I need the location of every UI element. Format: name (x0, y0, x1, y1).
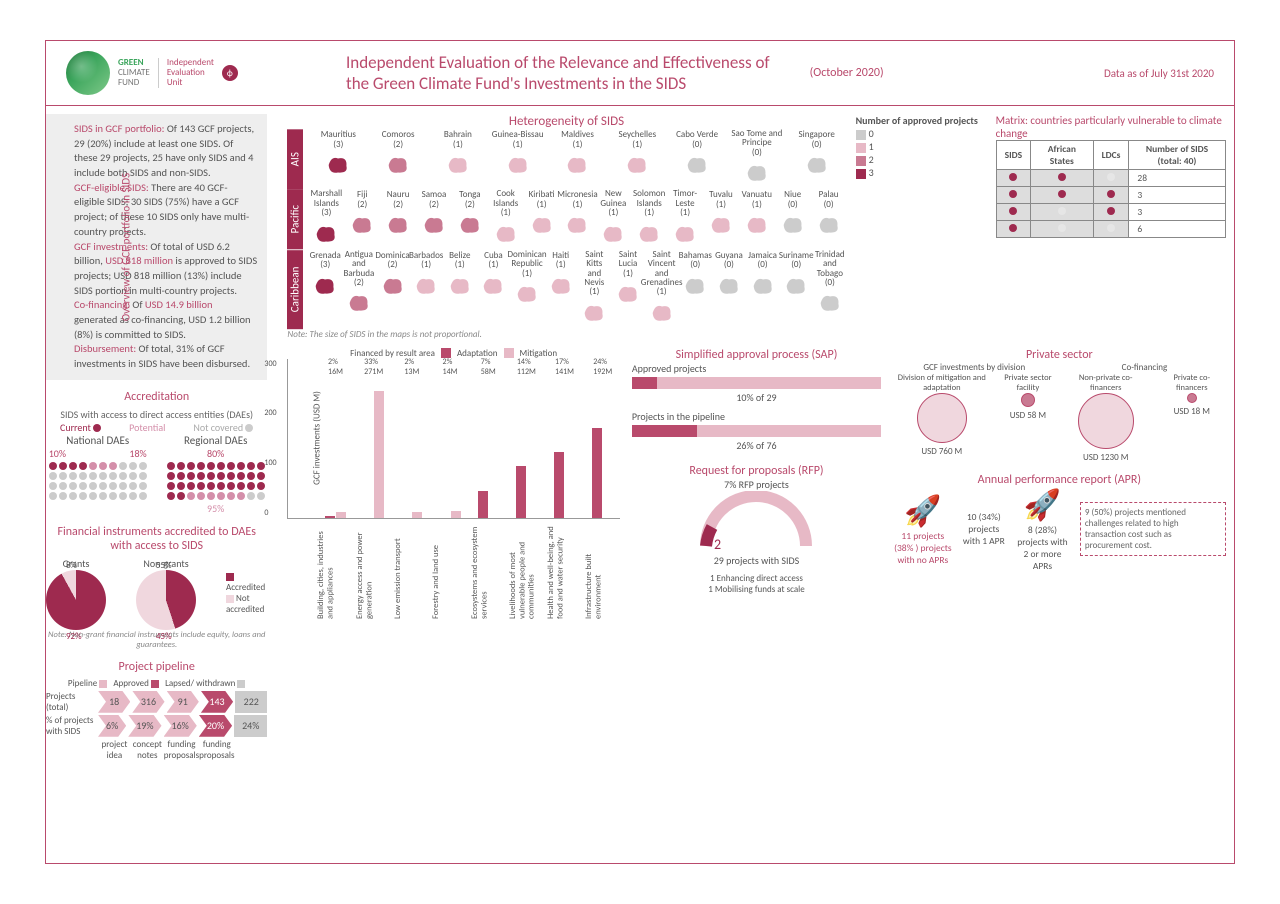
page-title: Independent Evaluation of the Relevance … (346, 52, 770, 95)
gcf-logo-icon (66, 51, 110, 95)
apr-section: Annual performance report (APR) 🚀 11 pro… (893, 473, 1225, 572)
data-asof: Data as of July 31st 2020 (1104, 67, 1214, 80)
approved-legend: Number of approved projects 0123 (856, 114, 986, 179)
accreditation-legend: Current Potential Not covered (46, 421, 267, 434)
national-daes: National DAEs 10%18% (49, 434, 147, 515)
header: GREENCLIMATEFUND IndependentEvaluationUn… (46, 41, 1234, 106)
rocket-icon: 🚀 (893, 493, 952, 530)
title-area: Independent Evaluation of the Relevance … (346, 52, 1104, 95)
page-frame: GREENCLIMATEFUND IndependentEvaluationUn… (45, 40, 1235, 864)
sap-section: Simplified approval process (SAP) Approv… (632, 348, 881, 452)
regional-daes: Regional DAEs 80% 95% (167, 434, 265, 515)
vulnerability-matrix: Matrix: countries particularly vulnerabl… (996, 114, 1226, 340)
svg-text:2: 2 (714, 536, 721, 551)
left-column: Overview of GCF portfolio in SIDS SIDS i… (46, 106, 277, 860)
pipeline-section: Project pipeline Pipeline Approved Lapse… (46, 660, 267, 763)
rfp-gauge: 2 (696, 491, 816, 551)
gcf-logo-text: GREENCLIMATEFUND (118, 58, 150, 88)
accreditation-subtitle: SIDS with access to direct access entiti… (46, 408, 267, 421)
nongrants-pie: 55%45% (136, 570, 196, 630)
result-area-chart: Financed by result area Adaptation Mitig… (287, 348, 619, 619)
financial-instruments-section: Financial instruments accredited to DAEs… (46, 525, 267, 650)
overview-box: Overview of GCF portfolio in SIDS SIDS i… (46, 114, 267, 380)
private-sector-section: Private sector GCF investments by divisi… (893, 348, 1225, 463)
logo-area: GREENCLIMATEFUND IndependentEvaluationUn… (66, 51, 346, 95)
rocket-outline-icon: 🚀 (1015, 487, 1070, 524)
accreditation-section: Accreditation SIDS with access to direct… (46, 390, 267, 515)
region-Caribbean: CaribbeanGrenada(3)Antigua and Barbuda(2… (287, 250, 845, 329)
ieu-logo-icon: ϕ (222, 65, 238, 81)
ieu-logo-text: IndependentEvaluationUnit (167, 58, 214, 88)
accreditation-title: Accreditation (46, 390, 267, 404)
grants-pie: 8%92% (46, 570, 106, 630)
region-Pacific: PacificMarshall Islands(3)Fiji(2)Nauru(2… (287, 189, 845, 249)
region-AIS: AISMauritius(3)Comoros(2)Bahrain(1)Guine… (287, 129, 845, 189)
overview-label: Overview of GCF portfolio in SIDS (118, 173, 133, 321)
rfp-section: Request for proposals (RFP) 7% RFP proje… (632, 464, 881, 595)
right-column: Heterogeneity of SIDS AISMauritius(3)Com… (277, 106, 1235, 860)
report-date: (October 2020) (810, 66, 884, 80)
